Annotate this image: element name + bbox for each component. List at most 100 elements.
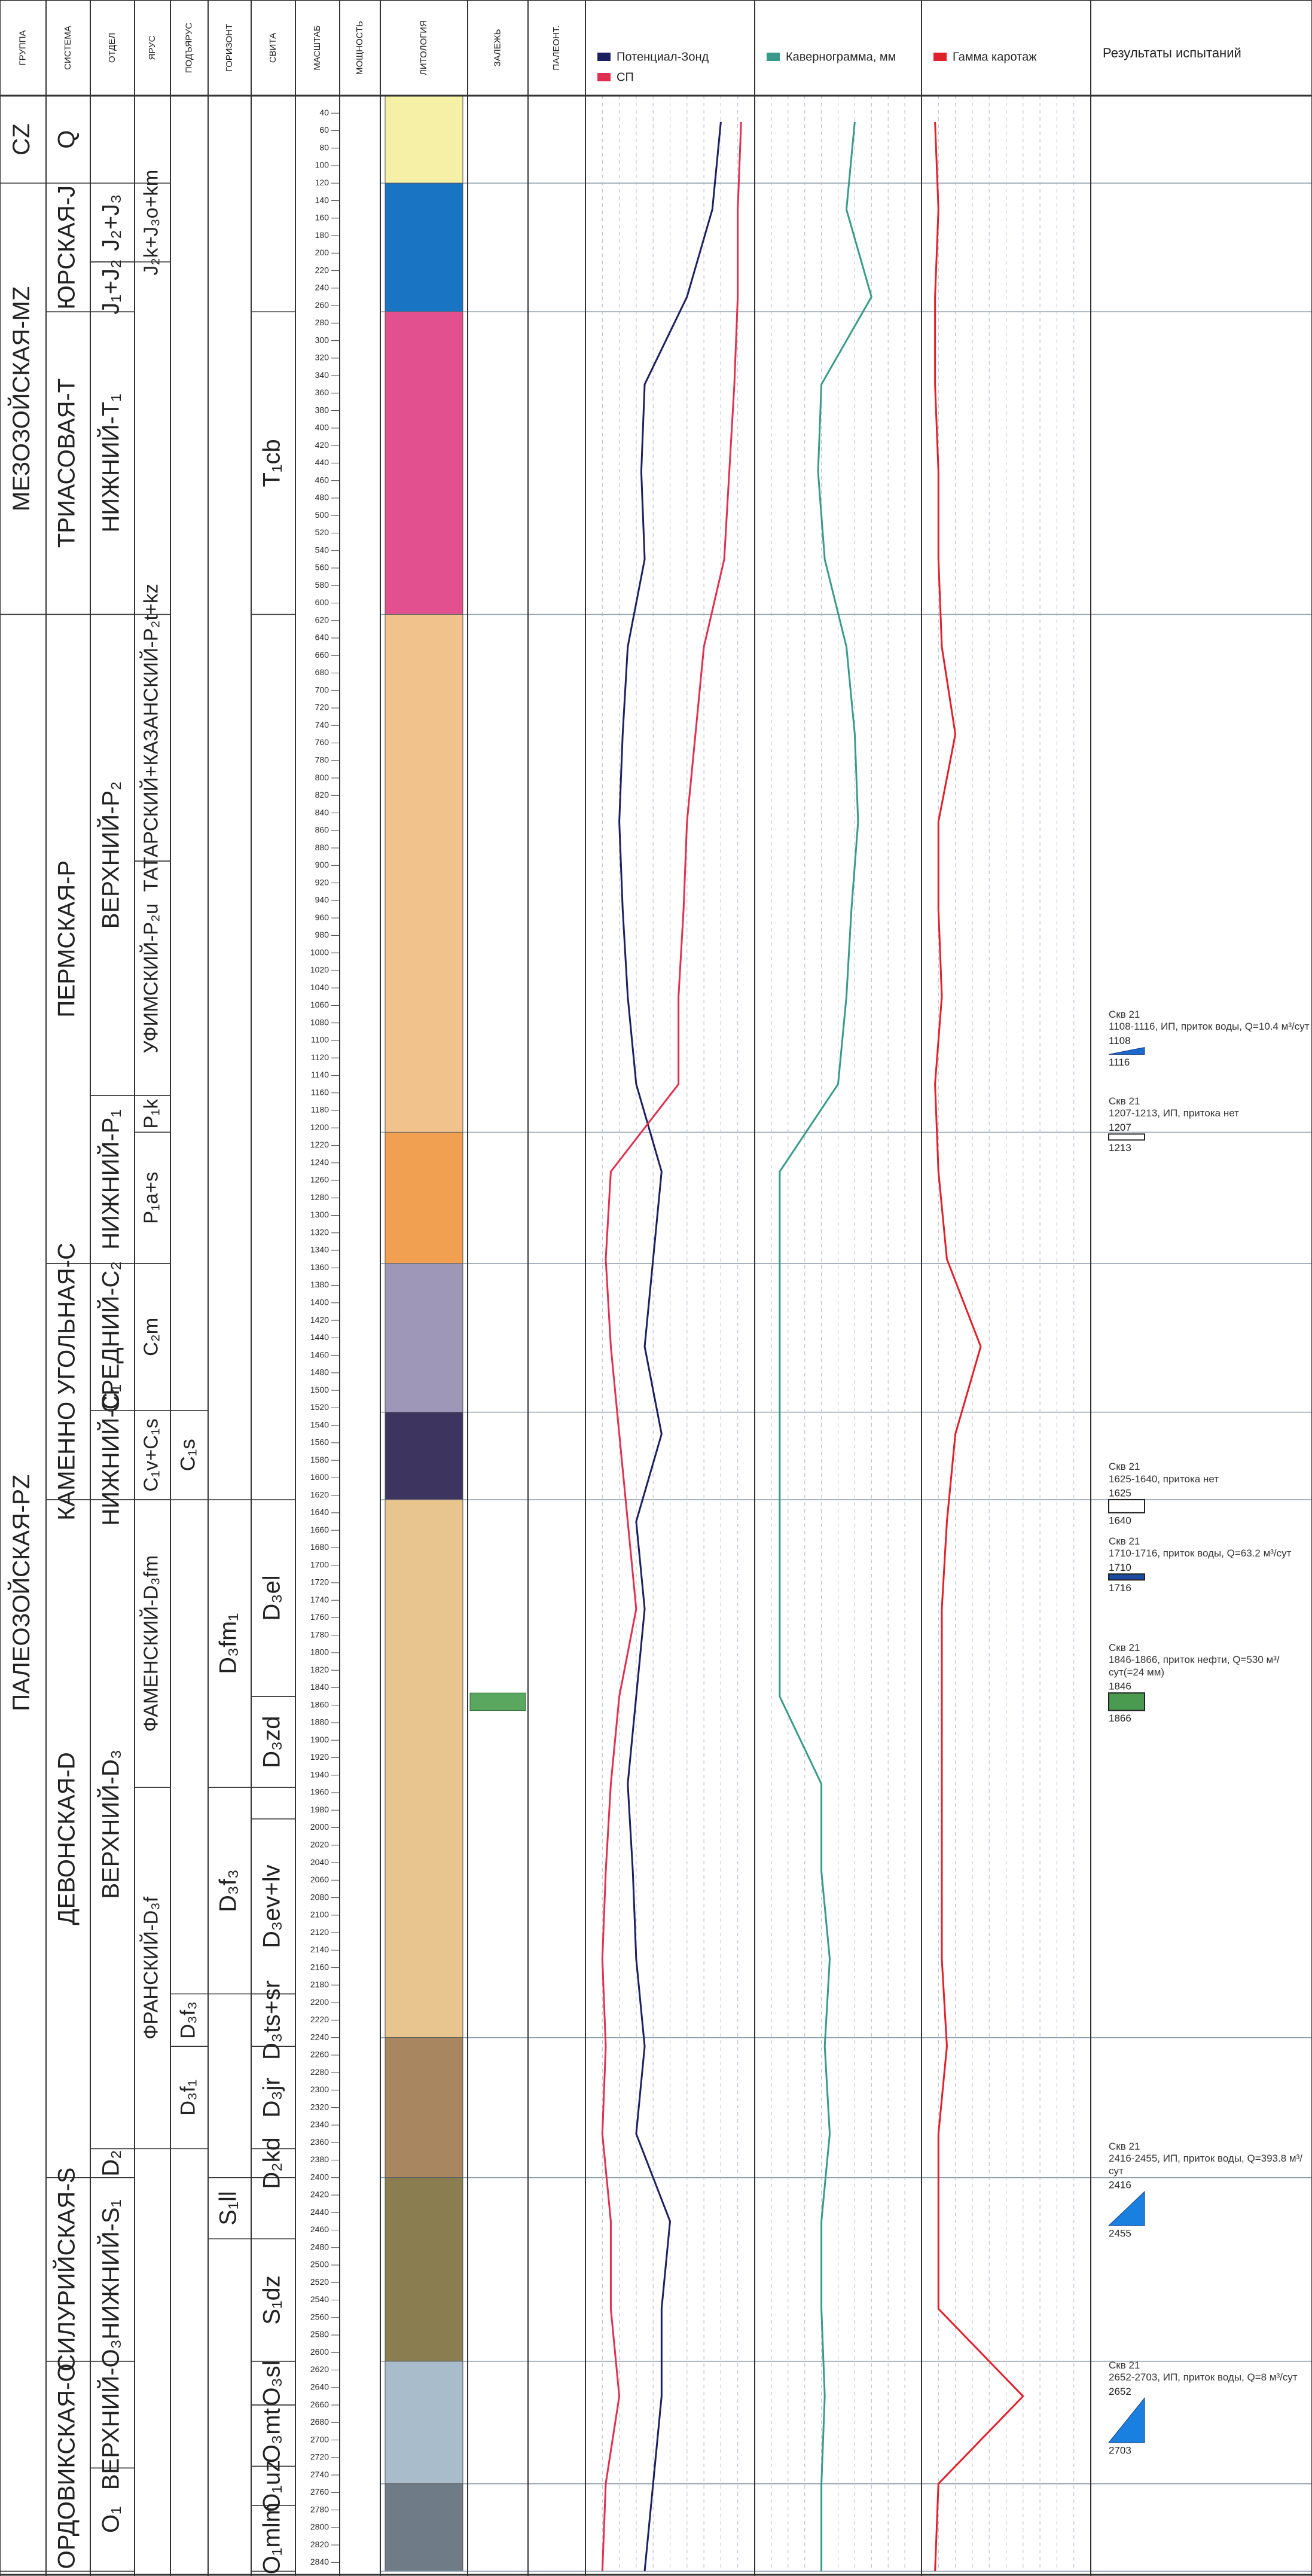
depth-label: 60 <box>319 125 329 135</box>
depth-label: 1120 <box>311 1052 329 1062</box>
depth-label: 120 <box>315 178 329 187</box>
depth-label: 1480 <box>310 1368 329 1377</box>
unit-label: C₁v+C₁s <box>140 1418 162 1491</box>
depth-label: 1160 <box>311 1087 329 1097</box>
depth-label: 1800 <box>310 1647 329 1657</box>
depth-label: 2580 <box>310 2330 329 2339</box>
test-text: 2652-2703, ИП, приток воды, Q=8 м³/сут <box>1109 2371 1298 2383</box>
depth-label: 180 <box>315 230 329 240</box>
unit-label: C₂m <box>140 1318 162 1356</box>
unit-label: O₁mlm <box>259 2502 285 2574</box>
depth-label: 100 <box>315 160 329 170</box>
column-header: Результаты испытаний <box>1103 45 1241 60</box>
test-marker <box>1107 2397 1145 2443</box>
depth-label: 240 <box>315 283 329 292</box>
column-header: ПОДЪЯРУС <box>184 23 194 74</box>
depth-label: 680 <box>315 667 329 677</box>
test-description: Скв 21 1710-1716, приток воды, Q=63.2 м³/… <box>1109 1536 1312 1560</box>
depth-label: 520 <box>315 527 329 537</box>
lithology-layer <box>385 1499 463 2038</box>
depth-label: 2320 <box>310 2102 329 2111</box>
depth-label: 1740 <box>310 1595 329 1604</box>
depth-label: 980 <box>315 930 329 939</box>
depth-label: 1940 <box>310 1769 329 1779</box>
depth-label: 2360 <box>310 2137 329 2147</box>
column-header: ОТДЕЛ <box>107 33 117 63</box>
unit-label: O₃mt <box>259 2408 285 2463</box>
depth-label: 1060 <box>310 1000 329 1009</box>
depth-label: 1260 <box>310 1175 329 1185</box>
depth-label: 660 <box>315 650 329 660</box>
depth-label: 340 <box>315 370 329 380</box>
test-top: 1846 <box>1109 1681 1131 1692</box>
depth-label: 2720 <box>310 2452 329 2462</box>
depth-label: 1660 <box>310 1525 329 1534</box>
depth-label: 1320 <box>310 1227 329 1237</box>
unit-label: D₃el <box>259 1575 285 1620</box>
depth-label: 1460 <box>310 1350 329 1359</box>
well-name: Скв 21 <box>1109 1461 1140 1473</box>
unit-label: ПАЛЕОЗОЙСКАЯ-PZ <box>7 1475 35 1711</box>
depth-label: 2260 <box>310 2050 329 2059</box>
test-bottom: 1116 <box>1109 1057 1130 1068</box>
test-top: 1108 <box>1109 1035 1131 1046</box>
depth-label: 1980 <box>310 1805 329 1814</box>
depth-label: 2500 <box>310 2260 329 2269</box>
test-top: 1207 <box>1109 1122 1131 1133</box>
test-description: Скв 21 1108-1116, ИП, приток воды, Q=10.4… <box>1109 1009 1312 1033</box>
depth-label: 1700 <box>310 1559 329 1569</box>
depth-label: 600 <box>315 597 329 607</box>
lithology-layer <box>385 2037 463 2178</box>
depth-label: 1040 <box>310 982 329 992</box>
depth-label: 1520 <box>310 1402 329 1412</box>
depth-label: 2480 <box>310 2242 329 2251</box>
log-curve <box>618 121 722 2572</box>
depth-label: 700 <box>315 685 329 694</box>
depth-label: 580 <box>315 580 329 590</box>
test-marker <box>1108 1498 1145 1513</box>
test-text: 2416-2455, ИП, приток воды, Q=393.8 м³/с… <box>1109 2153 1302 2177</box>
unit-label: СИЛУРИЙСКАЯ-S <box>53 2168 80 2371</box>
unit-label: D₃f₃ <box>177 2001 200 2039</box>
depth-label: 400 <box>315 423 329 432</box>
depth-label: 440 <box>315 457 329 467</box>
unit-label: C₁s <box>177 1439 200 1471</box>
depth-label: 2760 <box>310 2487 329 2496</box>
depth-label: 2160 <box>310 1962 329 1971</box>
depth-label: 640 <box>315 633 329 642</box>
depth-label: 960 <box>315 912 329 922</box>
depth-label: 2460 <box>310 2224 329 2234</box>
unit-label: УФИМСКИЙ-P₂u <box>140 904 162 1054</box>
depth-label: 1680 <box>310 1542 329 1552</box>
depth-label: 1340 <box>310 1245 329 1255</box>
test-description: Скв 21 1625-1640, притока нет <box>1109 1461 1312 1485</box>
depth-label: 2440 <box>310 2207 329 2217</box>
depth-label: 1860 <box>310 1699 329 1709</box>
unit-label: S₁dz <box>259 2275 285 2324</box>
unit-label: ОРДОВИКСКАЯ-O <box>54 2364 80 2569</box>
legend-label: СП <box>617 71 634 84</box>
unit-label: D₂kd <box>259 2137 285 2189</box>
depth-label: 2700 <box>310 2434 329 2444</box>
well-name: Скв 21 <box>1109 2359 1140 2371</box>
depth-label: 2620 <box>310 2364 329 2374</box>
column-header: ЯРУС <box>147 35 157 60</box>
unit-label: D₃fm₁ <box>215 1613 241 1674</box>
unit-label: ПЕРМСКАЯ-P <box>54 860 80 1018</box>
depth-label: 2680 <box>310 2417 329 2427</box>
column-header: ЛИТОЛОГИЯ <box>419 20 429 75</box>
unit-label: O₁uz <box>259 2460 285 2512</box>
legend-swatch <box>933 53 947 61</box>
depth-label: 1200 <box>310 1122 329 1132</box>
depth-label: 540 <box>315 545 329 554</box>
depth-label: 2800 <box>310 2522 329 2532</box>
unit-label: ВЕРХНИЙ-P₂ <box>97 781 124 929</box>
depth-label: 860 <box>315 825 329 835</box>
log-curve <box>601 121 742 2572</box>
column-header: СВИТА <box>268 33 278 63</box>
lithology-layer <box>385 2361 463 2485</box>
unit-label: ЮРСКАЯ-J <box>54 185 80 310</box>
test-description: Скв 21 1207-1213, ИП, притока нет <box>1109 1095 1312 1120</box>
depth-label: 2040 <box>310 1857 329 1867</box>
